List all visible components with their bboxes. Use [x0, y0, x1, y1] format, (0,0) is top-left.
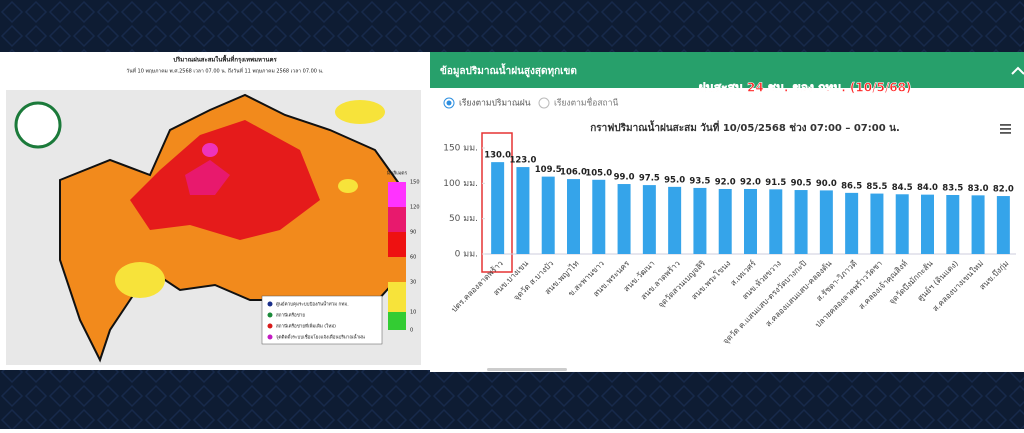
map-legend [261, 295, 383, 345]
map-legend-items: ศูนย์ควบคุมระบบป้องกันน้ำท่วม กทม. สถานีเ… [267, 301, 365, 341]
legend-symbol [267, 334, 273, 340]
map-panel: ปริมาณฝนสะสมในพื้นที่กรุงเทพมหานคร วันที… [0, 52, 430, 370]
y-tick-label: 150 มม. [443, 144, 478, 154]
bar [668, 186, 682, 254]
map-zone-magenta [202, 143, 218, 157]
bar [491, 162, 505, 254]
data-label: 106.0 [560, 168, 587, 178]
legend-label: สถานีเครือข่ายที่เพิ่มเติม (ใหม่) [276, 323, 336, 330]
scale-swatch [388, 282, 406, 312]
overlay-note: ฝนสะสม 24 ชม. ของ กทม. (10/5/68) [699, 81, 912, 95]
scale-label: 0 [410, 328, 413, 334]
data-label: 109.5 [535, 165, 562, 175]
scale-swatch [388, 182, 406, 207]
legend-label: ศูนย์ควบคุมระบบป้องกันน้ำท่วม กทม. [276, 301, 349, 308]
legend-symbol [267, 301, 273, 307]
scale-labels: 150 120 90 60 30 10 0 [410, 180, 420, 334]
menu-line [1000, 128, 1011, 130]
legend-label: จุดติดตั้งระบบเชื่อมโยงแจ้งเตือนปริมาณน้… [276, 334, 365, 341]
bar [996, 196, 1010, 254]
highlight-box [481, 132, 513, 273]
y-tick-label: 50 มม. [449, 214, 478, 224]
data-label: 84.0 [917, 183, 938, 193]
menu-line [1000, 124, 1011, 126]
radio-label[interactable]: เรียงตามชื่อสถานี [554, 97, 618, 109]
map-zone-yellow [335, 100, 385, 124]
panel-header-title: ข้อมูลปริมาณน้ำฝนสูงสุดทุกเขต [440, 63, 577, 78]
bar [769, 189, 783, 254]
data-label: 84.5 [892, 183, 913, 193]
data-label: 83.0 [968, 184, 989, 194]
bar [895, 194, 909, 254]
legend-label: สถานีเครือข่าย [276, 312, 305, 319]
map-zone-yellow [115, 262, 165, 298]
radio-label[interactable]: เรียงตามปริมาณฝน [459, 98, 531, 109]
data-label: 90.5 [791, 179, 812, 189]
bar [567, 179, 580, 254]
bar [516, 167, 530, 254]
scale-label: 30 [410, 280, 416, 286]
bar [819, 190, 833, 254]
menu-icon[interactable] [1000, 124, 1011, 134]
data-label: 97.5 [639, 174, 660, 184]
y-tick-label: 0 มม. [455, 250, 478, 260]
bar [693, 187, 707, 254]
scale-label: 60 [410, 255, 416, 261]
panel-header [430, 52, 1024, 88]
scale-swatch [388, 312, 406, 330]
legend-symbol [267, 312, 273, 318]
data-label: 91.5 [765, 178, 786, 188]
data-label: 123.0 [509, 156, 536, 166]
bar [921, 194, 934, 254]
scale-swatch [388, 232, 406, 257]
legend-symbol [267, 323, 273, 329]
scale-label: 90 [410, 230, 416, 236]
bar [946, 194, 960, 254]
bar [718, 188, 732, 254]
data-label: 85.5 [866, 182, 887, 192]
scrollbar[interactable] [487, 368, 567, 371]
data-label: 92.0 [740, 177, 761, 187]
scale-swatch [388, 207, 406, 232]
bar [541, 176, 555, 254]
data-label: 86.5 [841, 181, 862, 191]
scale-label: 120 [410, 205, 420, 211]
bar [845, 192, 859, 254]
data-label: 130.0 [484, 151, 511, 161]
data-label: 90.0 [816, 179, 837, 189]
bar [617, 184, 631, 254]
bar [971, 195, 985, 254]
data-label: 99.0 [614, 173, 635, 183]
scale-unit: มิลลิเมตร [387, 170, 408, 177]
map-zone-pink [185, 160, 230, 195]
data-label: 95.0 [664, 175, 685, 185]
bar [794, 190, 808, 254]
data-label: 82.0 [993, 185, 1014, 195]
map-logo [14, 101, 62, 149]
y-tick-label: 100 มม. [443, 179, 478, 189]
bar [592, 179, 606, 254]
data-label: 92.0 [715, 177, 736, 187]
data-label: 105.0 [585, 168, 612, 178]
bar [870, 193, 884, 254]
data-label: 93.5 [689, 176, 710, 186]
data-label: 83.5 [942, 183, 963, 193]
chart: 0 มม.50 มม.100 มม.150 มม.130.0ปตร.คลองลา… [443, 144, 1016, 346]
map-subtitle: วันที่ 10 พฤษภาคม พ.ศ.2568 เวลา 07.00 น.… [126, 68, 324, 75]
map-title: ปริมาณฝนสะสมในพื้นที่กรุงเทพมหานคร [173, 54, 277, 64]
scale-label: 150 [410, 180, 420, 186]
scale-label: 10 [410, 310, 416, 316]
menu-line [1000, 132, 1011, 134]
scale-swatch [388, 257, 406, 282]
radio[interactable] [538, 97, 550, 109]
map-zone-yellow [338, 179, 358, 193]
bar [744, 188, 757, 254]
chart-title: กราฟปริมาณน้ำฝนสะสม วันที่ 10/05/2568 ช่… [590, 120, 900, 134]
collapse-icon[interactable] [1011, 66, 1024, 75]
radio-dot [446, 100, 452, 106]
bar [642, 185, 656, 254]
